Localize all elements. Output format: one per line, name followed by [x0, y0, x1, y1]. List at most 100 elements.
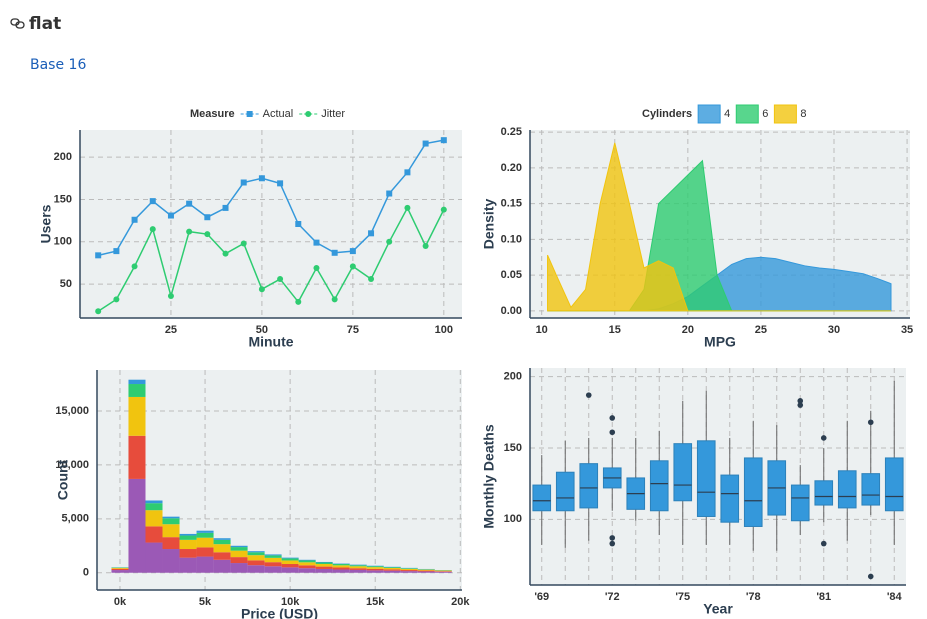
- bar-segment: [264, 555, 282, 558]
- bar-segment: [281, 560, 299, 565]
- bar-segment: [128, 478, 146, 573]
- outlier: [820, 540, 827, 547]
- bar-segment: [400, 570, 418, 572]
- y-tick-label: 200: [54, 151, 72, 163]
- bar-segment: [213, 538, 231, 540]
- point: [386, 190, 393, 197]
- legend-key: [697, 104, 721, 124]
- x-tick-label: '72: [605, 591, 620, 603]
- bar-segment: [213, 552, 231, 560]
- point: [368, 276, 375, 283]
- point: [277, 276, 284, 283]
- bar-segment: [315, 566, 333, 569]
- x-tick-label: 0k: [114, 596, 127, 608]
- page-title: flat: [29, 14, 61, 34]
- point: [131, 216, 138, 223]
- bar-segment: [196, 537, 214, 548]
- y-tick-label: 100: [54, 236, 72, 248]
- x-tick-label: 30: [828, 324, 840, 336]
- box: [814, 480, 834, 506]
- point: [331, 249, 338, 256]
- x-tick-label: 25: [755, 324, 767, 336]
- bar-segment: [349, 568, 367, 570]
- legend-key: [735, 104, 759, 124]
- bar-segment: [145, 500, 163, 504]
- x-axis-label: Minute: [248, 334, 293, 350]
- bar-segment: [111, 570, 129, 573]
- bar-segment: [179, 539, 197, 550]
- y-tick-label: 0.15: [501, 198, 522, 210]
- point: [295, 221, 302, 227]
- point: [349, 263, 356, 270]
- bar-segment: [383, 569, 401, 571]
- bar-segment: [162, 537, 180, 550]
- point: [167, 212, 174, 219]
- bar-segment: [298, 568, 316, 573]
- point: [422, 140, 429, 147]
- box: [743, 457, 763, 527]
- bar-segment: [332, 569, 350, 573]
- bar-segment: [162, 516, 180, 519]
- bar-segment: [264, 566, 282, 573]
- box: [696, 440, 716, 517]
- point: [204, 214, 211, 221]
- point: [95, 308, 102, 315]
- point: [222, 204, 229, 211]
- y-tick-label: 0.10: [501, 233, 522, 245]
- bar-segment: [264, 557, 282, 563]
- bar-segment: [417, 569, 435, 571]
- x-tick-label: 20k: [451, 596, 470, 608]
- point: [349, 248, 356, 255]
- bar-segment: [247, 560, 265, 566]
- bar-segment: [315, 568, 333, 573]
- bar-segment: [247, 551, 265, 553]
- point: [167, 292, 174, 299]
- bar-segment: [332, 564, 350, 566]
- legend-label: Jitter: [321, 108, 345, 120]
- x-axis-label: Year: [703, 601, 733, 617]
- point: [113, 248, 120, 255]
- bar-segment: [230, 545, 248, 548]
- outlier: [867, 573, 874, 580]
- bar-segment: [145, 542, 163, 573]
- bar-segment: [213, 559, 231, 573]
- outlier: [797, 398, 804, 404]
- bar-segment: [332, 565, 350, 568]
- point: [440, 137, 447, 144]
- outlier: [797, 402, 804, 408]
- point: [113, 296, 120, 303]
- bar-segment: [383, 568, 401, 570]
- bar-segment: [383, 570, 401, 573]
- bar-segment: [434, 570, 452, 572]
- box: [555, 471, 575, 512]
- point: [222, 250, 229, 257]
- bar-segment: [196, 556, 214, 573]
- legend-key: [773, 104, 797, 124]
- y-axis-label: Count: [55, 459, 71, 500]
- y-tick-label: 0.20: [501, 162, 522, 174]
- y-axis-label: Monthly Deaths: [481, 424, 497, 528]
- x-axis-label: Price (USD): [241, 606, 318, 619]
- box: [884, 457, 904, 512]
- bar-segment: [213, 539, 231, 545]
- point: [186, 228, 193, 235]
- bar-segment: [315, 564, 333, 567]
- point: [440, 206, 447, 213]
- bar-segment: [247, 552, 265, 556]
- point: [404, 169, 411, 176]
- bar-segment: [196, 530, 214, 533]
- plot-background: [80, 130, 462, 318]
- point: [149, 198, 156, 205]
- bar-segment: [111, 567, 129, 569]
- x-tick-label: 35: [901, 324, 913, 336]
- bar-segment: [247, 555, 265, 561]
- point: [240, 179, 247, 186]
- bar-segment: [400, 571, 418, 573]
- bar-segment: [298, 560, 316, 563]
- point: [404, 204, 411, 211]
- bar-segment: [247, 565, 265, 573]
- base16-link[interactable]: Base 16: [30, 57, 86, 73]
- bar-segment: [434, 571, 452, 572]
- point: [204, 231, 211, 238]
